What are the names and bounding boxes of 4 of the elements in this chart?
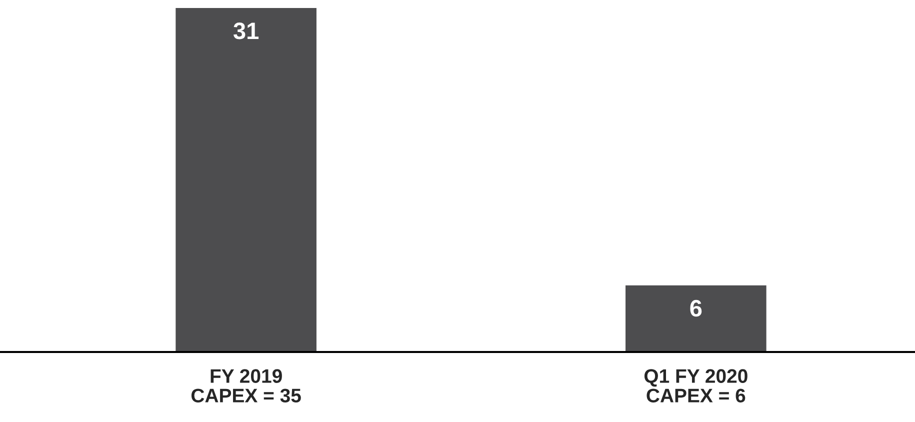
x-tick-label: FY 2019 CAPEX = 35 — [191, 369, 301, 403]
x-tick-label: Q1 FY 2020 CAPEX = 6 — [644, 369, 748, 402]
data-label: 31 — [233, 22, 259, 40]
data-label: 6 — [690, 300, 702, 317]
